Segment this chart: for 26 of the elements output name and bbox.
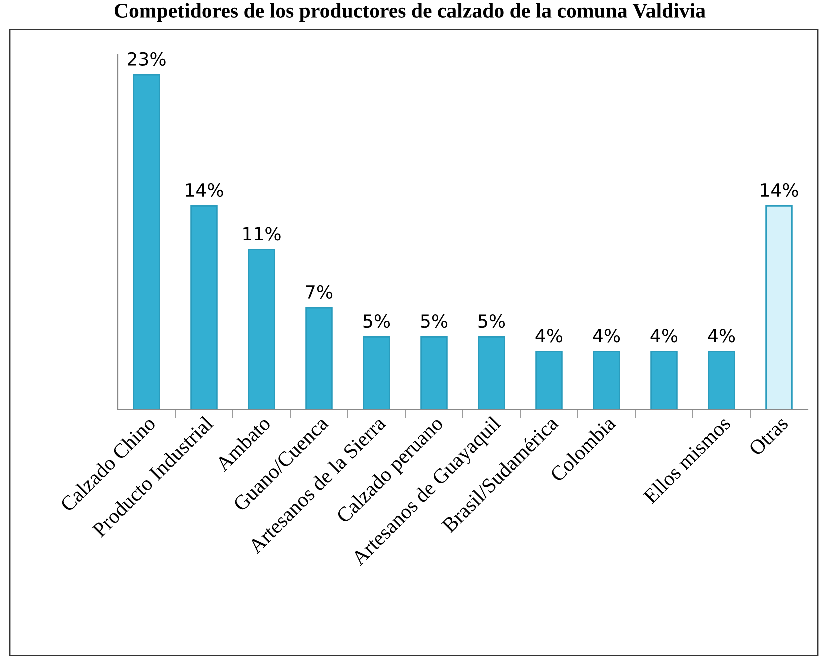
data-label: 11% — [244, 227, 281, 241]
data-label: 23% — [128, 52, 166, 66]
chart-title: Competidores de los productores de calzado de la comuna Valdivia — [114, 3, 706, 22]
data-label: 4% — [708, 329, 736, 343]
data-label: 5% — [478, 314, 506, 328]
bar — [133, 74, 160, 410]
data-label: 14% — [186, 183, 224, 198]
x-tick-label: Otras — [748, 416, 790, 457]
data-label: 7% — [306, 285, 333, 300]
bar — [766, 205, 793, 410]
data-label: 5% — [421, 314, 448, 328]
bar — [363, 336, 390, 410]
bar — [536, 351, 563, 410]
data-label: 4% — [593, 329, 620, 343]
data-label: 4% — [536, 329, 563, 343]
bar — [190, 205, 218, 410]
bar — [420, 336, 448, 410]
bar — [306, 307, 333, 410]
bar — [248, 249, 276, 410]
bar — [593, 351, 620, 410]
data-label: 14% — [761, 183, 798, 198]
data-label: 4% — [650, 329, 678, 343]
bar — [650, 351, 678, 410]
bar — [708, 351, 736, 410]
data-label: 5% — [364, 314, 390, 328]
bar — [478, 336, 506, 410]
